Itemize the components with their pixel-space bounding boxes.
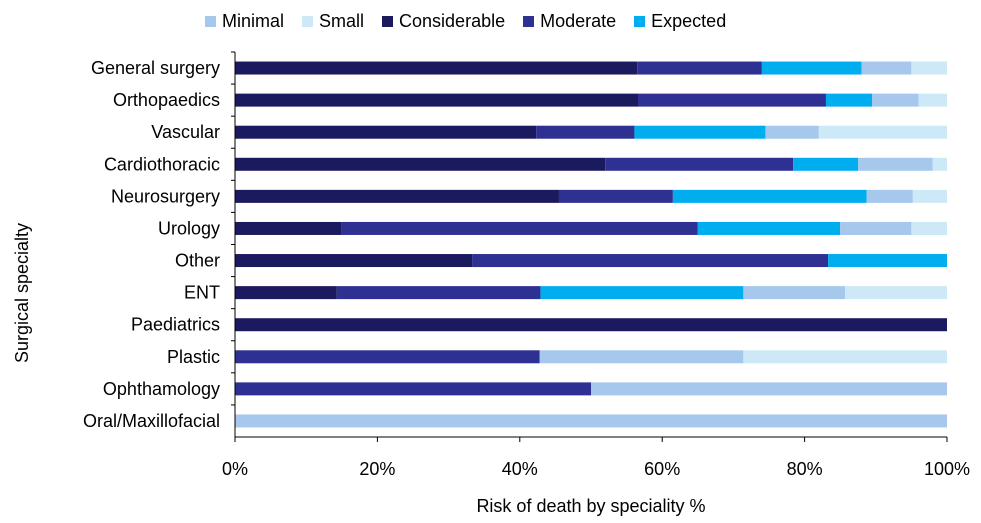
category-label: Neurosurgery	[111, 186, 220, 206]
category-label: Paediatrics	[131, 315, 220, 335]
legend-item-moderate: Moderate	[523, 10, 616, 32]
bar-segment-small	[818, 125, 947, 139]
bar-segment-expected	[793, 157, 858, 171]
x-tick-label: 20%	[359, 459, 395, 479]
bar-segment-small	[932, 157, 947, 171]
bar-segment-moderate	[605, 157, 794, 171]
category-label: Plastic	[167, 347, 220, 367]
bar-segment-expected	[634, 125, 766, 139]
category-label: Cardiothoracic	[104, 154, 220, 174]
bar-segment-expected	[825, 93, 873, 107]
bar-segment-expected	[697, 221, 841, 235]
bar-segment-moderate	[341, 221, 698, 235]
x-tick-label: 40%	[502, 459, 538, 479]
category-label: Vascular	[151, 122, 220, 142]
bar-segment-small	[743, 350, 947, 364]
bar-segment-moderate	[637, 61, 762, 75]
bar-segment-considerable	[235, 318, 947, 332]
bar-segment-small	[912, 189, 947, 203]
bar-segment-expected	[540, 286, 744, 300]
legend-label: Minimal	[222, 11, 285, 31]
legend-label: Small	[319, 11, 365, 31]
x-tick-label: 0%	[222, 459, 248, 479]
bar-segment-moderate	[536, 125, 635, 139]
category-label: Ophthamology	[103, 379, 220, 399]
bar-segment-expected	[672, 189, 867, 203]
bar-segment-small	[918, 93, 947, 107]
legend-swatch	[205, 15, 216, 27]
x-axis-title: Risk of death by speciality %	[476, 496, 705, 516]
x-tick-label: 100%	[924, 459, 970, 479]
bar-segment-minimal	[235, 414, 947, 428]
bar-segment-considerable	[235, 125, 537, 139]
bar-segment-considerable	[235, 189, 559, 203]
x-tick-label: 80%	[787, 459, 823, 479]
bar-segment-considerable	[235, 221, 342, 235]
bar-segment-expected	[761, 61, 862, 75]
legend-swatch	[302, 15, 314, 27]
legend-label: Moderate	[540, 11, 617, 31]
legend-label: Considerable	[399, 11, 506, 31]
bar-segment-small	[911, 221, 947, 235]
category-label: Orthopaedics	[113, 90, 220, 110]
legend-item-considerable: Considerable	[382, 10, 505, 32]
bar-segment-moderate	[472, 254, 829, 268]
bar-segment-moderate	[336, 286, 541, 300]
bar-segment-considerable	[235, 157, 606, 171]
bar-segment-moderate	[235, 382, 591, 396]
plot-area: General surgery Orthopaedics Vascular Cardi…	[83, 51, 970, 479]
category-label: Other	[175, 251, 220, 271]
bar-segment-considerable	[235, 61, 638, 75]
category-label: Urology	[158, 218, 220, 238]
category-label: ENT	[184, 283, 220, 303]
bar-segment-minimal	[861, 61, 912, 75]
x-tick-label: 60%	[644, 459, 680, 479]
bar-segment-small	[845, 286, 947, 300]
legend-swatch	[634, 15, 646, 27]
bar-segment-moderate	[558, 189, 673, 203]
legend-item-expected: Expected	[634, 10, 726, 32]
legend-item-small: Small	[302, 10, 364, 32]
bar-segment-minimal	[743, 286, 846, 300]
bar-segment-minimal	[872, 93, 919, 107]
bar-segment-minimal	[539, 350, 744, 364]
legend-label: Expected	[651, 11, 727, 31]
legend-item-minimal: Minimal	[205, 10, 284, 32]
chart-legend: Minimal Small Considerable Moderate Expected	[205, 10, 726, 32]
legend-swatch	[382, 15, 394, 27]
bar-segment-moderate	[637, 93, 826, 107]
bar-segment-small	[911, 61, 947, 75]
legend-swatch	[523, 15, 535, 27]
bar-segment-minimal	[858, 157, 933, 171]
category-label: General surgery	[91, 58, 220, 78]
bar-segment-moderate	[235, 350, 540, 364]
bar-segment-considerable	[235, 93, 638, 107]
category-label: Oral/Maxillofacial	[83, 411, 220, 431]
bar-segment-minimal	[866, 189, 913, 203]
y-axis-title: Surgical specialty	[12, 223, 32, 363]
bar-segment-considerable	[235, 286, 337, 300]
bar-segment-minimal	[765, 125, 819, 139]
bar-segment-expected	[828, 254, 947, 268]
bar-segment-considerable	[235, 254, 473, 268]
bar-segment-minimal	[591, 382, 947, 396]
bar-segment-minimal	[840, 221, 912, 235]
